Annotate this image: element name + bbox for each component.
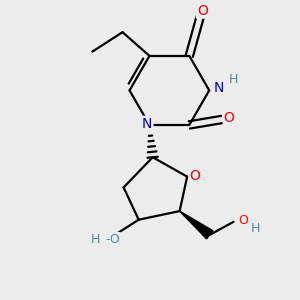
Text: H: H <box>250 222 260 235</box>
Text: O: O <box>238 214 248 227</box>
Text: O: O <box>224 112 235 125</box>
Text: O: O <box>197 4 208 18</box>
Text: N: N <box>142 117 152 131</box>
Text: H: H <box>91 232 100 246</box>
Text: O: O <box>189 169 200 183</box>
Polygon shape <box>180 211 213 239</box>
Text: N: N <box>214 81 224 95</box>
Text: H: H <box>228 73 238 86</box>
Text: -O: -O <box>106 232 120 246</box>
